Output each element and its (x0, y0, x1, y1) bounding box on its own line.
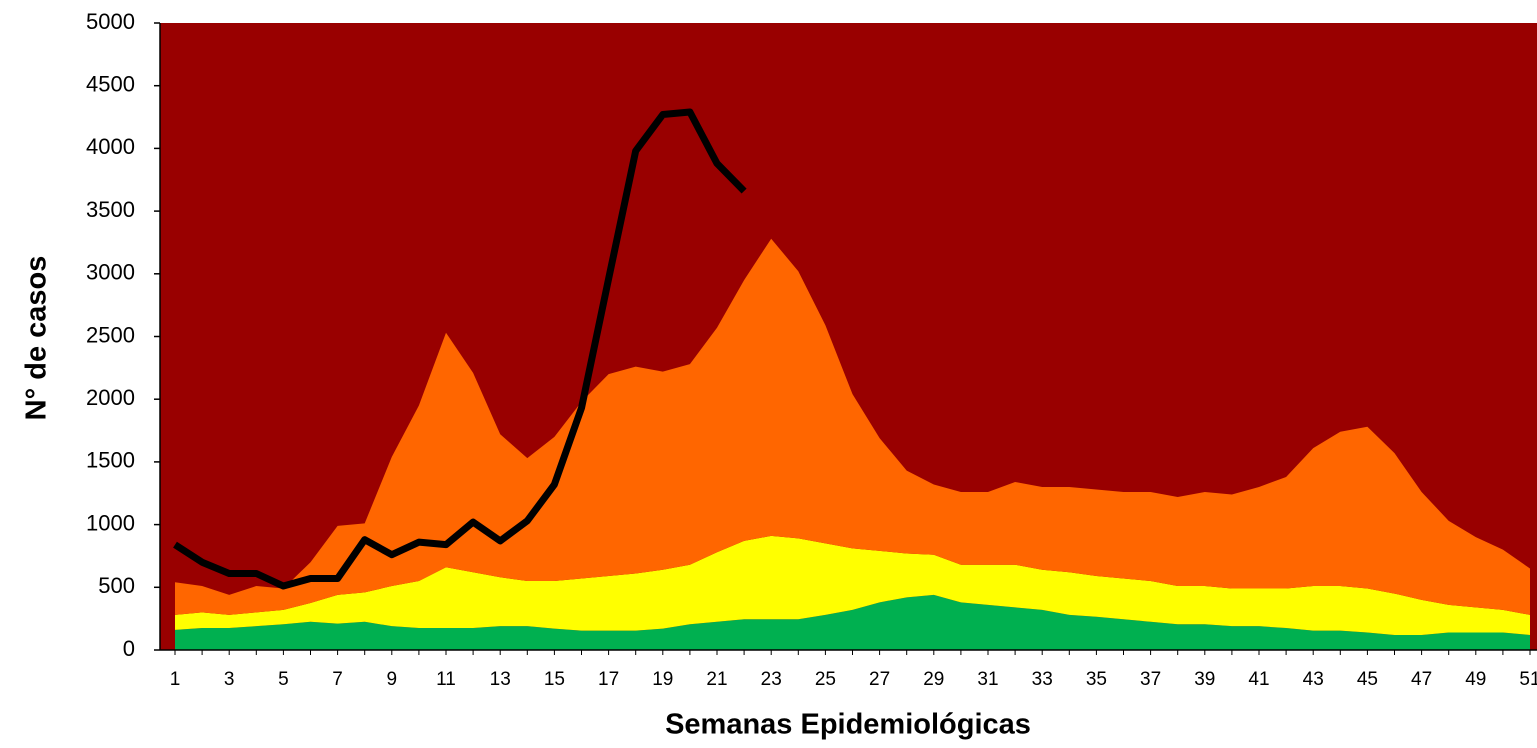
x-tick-label: 23 (761, 669, 782, 690)
x-tick-label: 43 (1303, 669, 1324, 690)
x-tick-label: 37 (1140, 669, 1161, 690)
x-tick-label: 45 (1357, 669, 1378, 690)
x-tick-label: 7 (332, 669, 343, 690)
y-tick-label: 1000 (86, 510, 135, 535)
x-tick-label: 31 (977, 669, 998, 690)
y-tick-label: 500 (98, 573, 135, 598)
y-tick-label: 2000 (86, 385, 135, 410)
x-tick-label: 47 (1411, 669, 1432, 690)
x-tick-label: 33 (1032, 669, 1053, 690)
x-tick-label: 29 (923, 669, 944, 690)
y-tick-label: 3000 (86, 260, 135, 285)
x-tick-label: 13 (490, 669, 511, 690)
x-tick-label: 35 (1086, 669, 1107, 690)
x-axis-title: Semanas Epidemiológicas (665, 709, 1031, 741)
x-tick-label: 51 (1519, 669, 1537, 690)
x-tick-label: 3 (224, 669, 235, 690)
y-tick-label: 2500 (86, 322, 135, 347)
y-tick-label: 3500 (86, 197, 135, 222)
x-tick-label: 9 (387, 669, 398, 690)
x-tick-label: 39 (1194, 669, 1215, 690)
line (173, 108, 747, 590)
x-tick-label: 21 (706, 669, 727, 690)
y-tick-label: 1500 (86, 448, 135, 473)
area (175, 535, 1530, 635)
x-tick-label: 11 (436, 669, 456, 690)
x-tick-label: 27 (869, 669, 890, 690)
y-tick-label: 4000 (86, 134, 135, 159)
x-tick-label: 5 (278, 669, 289, 690)
x-tick-label: 49 (1465, 669, 1486, 690)
x-tick-label: 41 (1248, 669, 1269, 690)
x-tick-label: 1 (170, 669, 181, 690)
y-tick-label: 5000 (86, 9, 135, 34)
x-tick-label: 19 (652, 669, 673, 690)
area (175, 594, 1530, 650)
x-tick-label: 25 (815, 669, 836, 690)
y-tick-label: 4500 (86, 72, 135, 97)
x-tick-label: 17 (598, 669, 619, 690)
y-axis-title: N° de casos (21, 256, 53, 421)
x-tick-label: 15 (544, 669, 565, 690)
y-tick-label: 0 (123, 636, 135, 661)
area (175, 238, 1530, 615)
